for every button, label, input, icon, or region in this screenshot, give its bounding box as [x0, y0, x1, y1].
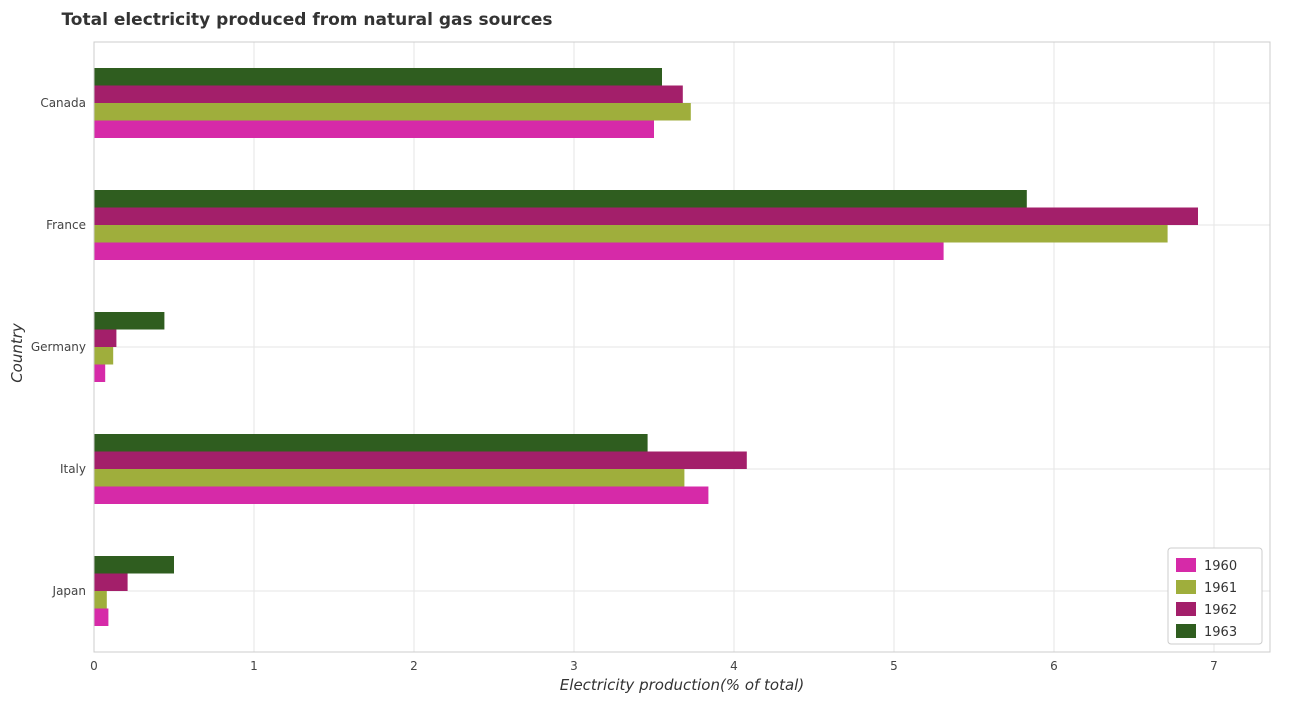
- legend-label-1960: 1960: [1204, 559, 1237, 574]
- y-axis-label: Country: [8, 322, 26, 383]
- legend-label-1962: 1962: [1204, 603, 1237, 618]
- bar-italy-1963: [94, 434, 648, 452]
- bar-italy-1960: [94, 486, 709, 504]
- x-tick-label: 0: [90, 659, 98, 673]
- bar-canada-1960: [94, 120, 654, 138]
- legend-label-1963: 1963: [1204, 625, 1237, 640]
- y-tick-label-canada: Canada: [40, 96, 86, 110]
- legend-swatch-1961: [1176, 580, 1196, 594]
- bars: [94, 68, 1198, 626]
- axes: 0 1 2 3 4 5 6 7 Canada France Germany Italy Japan: [31, 41, 1271, 673]
- bar-germany-1963: [94, 312, 165, 330]
- x-tick-label: 3: [570, 659, 578, 673]
- bar-japan-1963: [94, 556, 174, 574]
- legend-swatch-1962: [1176, 602, 1196, 616]
- legend-swatch-1960: [1176, 558, 1196, 572]
- bar-canada-1963: [94, 68, 662, 86]
- legend: 1960 1961 1962 1963: [1167, 547, 1263, 645]
- bar-italy-1962: [94, 451, 747, 469]
- bar-japan-1961: [94, 591, 107, 609]
- bar-france-1963: [94, 190, 1027, 208]
- y-tick-label-germany: Germany: [31, 340, 86, 354]
- bar-germany-1960: [94, 364, 106, 382]
- legend-label-1961: 1961: [1204, 581, 1237, 596]
- bar-canada-1962: [94, 85, 683, 103]
- y-tick-label-italy: Italy: [60, 462, 86, 476]
- bar-japan-1962: [94, 573, 128, 591]
- x-tick-label: 4: [730, 659, 738, 673]
- legend-swatch-1963: [1176, 624, 1196, 638]
- x-tick-label: 7: [1210, 659, 1218, 673]
- y-tick-label-japan: Japan: [52, 584, 86, 598]
- bar-france-1960: [94, 242, 944, 260]
- bar-canada-1961: [94, 103, 691, 121]
- x-tick-label: 1: [250, 659, 258, 673]
- bar-germany-1961: [94, 347, 114, 365]
- chart-title: Total electricity produced from natural …: [61, 10, 552, 30]
- bar-italy-1961: [94, 469, 685, 487]
- x-axis-label: Electricity production(% of total): [560, 676, 804, 694]
- y-tick-label-france: France: [46, 218, 86, 232]
- bar-germany-1962: [94, 329, 117, 347]
- bar-japan-1960: [94, 608, 109, 626]
- plot-border: [93, 41, 1271, 653]
- bar-france-1961: [94, 225, 1168, 243]
- x-tick-label: 6: [1050, 659, 1058, 673]
- bar-france-1962: [94, 207, 1198, 225]
- x-tick-label: 2: [410, 659, 418, 673]
- x-tick-label: 5: [890, 659, 898, 673]
